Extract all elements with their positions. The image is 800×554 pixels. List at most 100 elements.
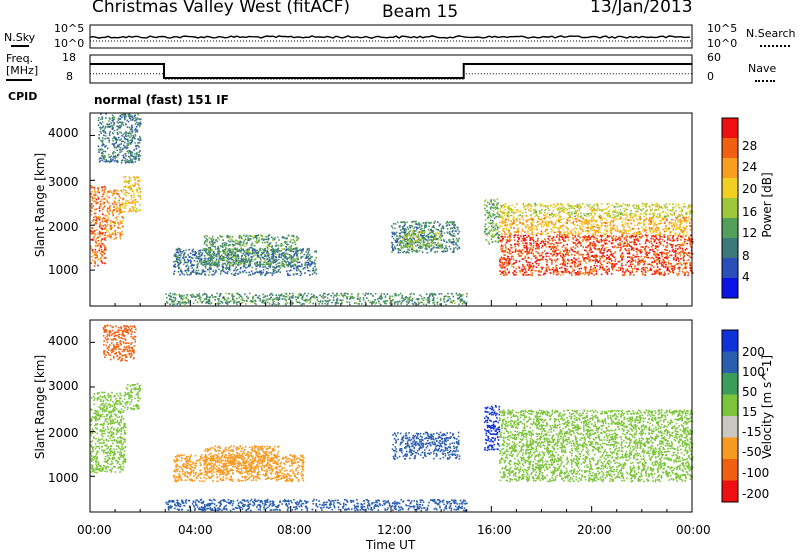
data-cell bbox=[630, 246, 633, 248]
data-cell bbox=[461, 299, 463, 302]
data-cell bbox=[281, 254, 284, 257]
data-cell bbox=[101, 219, 104, 221]
data-cell bbox=[295, 268, 298, 271]
data-cell bbox=[254, 250, 257, 253]
data-cell bbox=[133, 201, 135, 204]
data-cell bbox=[212, 264, 214, 266]
data-cell bbox=[233, 241, 235, 243]
data-cell bbox=[559, 250, 562, 253]
data-cell bbox=[95, 241, 97, 243]
data-cell bbox=[174, 260, 176, 263]
data-cell bbox=[113, 190, 115, 193]
data-cell bbox=[311, 296, 313, 298]
data-cell bbox=[106, 137, 109, 139]
data-cell bbox=[631, 271, 633, 273]
data-cell bbox=[285, 296, 288, 298]
data-cell bbox=[258, 264, 260, 266]
data-cell bbox=[100, 243, 103, 245]
data-cell bbox=[567, 239, 570, 241]
data-cell bbox=[220, 258, 222, 261]
data-cell bbox=[443, 301, 446, 303]
data-cell bbox=[675, 253, 677, 255]
data-cell bbox=[391, 251, 393, 253]
data-cell bbox=[227, 248, 230, 251]
data-cell bbox=[136, 130, 139, 133]
data-cell bbox=[109, 156, 112, 159]
data-cell bbox=[275, 244, 277, 247]
data-cell bbox=[107, 217, 110, 219]
data-cell bbox=[400, 235, 402, 238]
data-cell bbox=[177, 261, 179, 264]
data-cell bbox=[583, 257, 586, 259]
data-cell bbox=[574, 272, 577, 274]
data-cell bbox=[133, 136, 135, 139]
data-cell bbox=[112, 120, 114, 123]
data-cell bbox=[129, 177, 131, 179]
data-cell bbox=[306, 257, 308, 259]
data-cell bbox=[277, 258, 280, 261]
data-cell bbox=[102, 155, 105, 158]
data-cell bbox=[177, 258, 180, 261]
data-cell bbox=[689, 269, 692, 272]
data-cell bbox=[190, 260, 192, 263]
data-cell bbox=[134, 183, 136, 186]
data-cell bbox=[658, 239, 660, 241]
data-cell bbox=[166, 300, 168, 303]
data-cell bbox=[680, 264, 683, 266]
data-cell bbox=[267, 253, 270, 255]
data-cell bbox=[456, 244, 459, 247]
data-cell bbox=[95, 198, 98, 201]
data-cell bbox=[114, 201, 116, 204]
data-cell bbox=[138, 159, 140, 161]
data-cell bbox=[131, 205, 133, 208]
data-cell bbox=[215, 302, 217, 305]
data-cell bbox=[233, 300, 236, 303]
data-cell bbox=[126, 139, 129, 142]
data-cell bbox=[552, 246, 555, 249]
data-cell bbox=[589, 243, 591, 246]
data-cell bbox=[101, 137, 104, 139]
data-cell bbox=[496, 215, 499, 218]
data-cell bbox=[575, 259, 578, 261]
data-cell bbox=[99, 205, 101, 208]
data-cell bbox=[232, 250, 234, 252]
data-cell bbox=[113, 209, 116, 211]
data-cell bbox=[130, 210, 132, 213]
data-cell bbox=[101, 238, 103, 240]
data-cell bbox=[254, 235, 257, 237]
data-cell bbox=[495, 224, 498, 227]
data-cell bbox=[200, 273, 203, 276]
data-cell bbox=[236, 249, 239, 252]
data-cell bbox=[250, 244, 253, 246]
data-cell bbox=[266, 272, 268, 275]
data-cell bbox=[228, 250, 231, 253]
data-cell bbox=[137, 144, 139, 147]
data-cell bbox=[536, 258, 539, 261]
data-cell bbox=[606, 257, 609, 260]
data-cell bbox=[220, 269, 223, 272]
data-cell bbox=[119, 206, 122, 209]
data-cell bbox=[227, 252, 229, 255]
data-cell bbox=[254, 299, 256, 302]
data-cell bbox=[527, 269, 530, 271]
data-cell bbox=[133, 149, 135, 151]
data-cell bbox=[173, 303, 176, 305]
data-cell bbox=[206, 252, 209, 254]
data-cell bbox=[128, 150, 130, 152]
data-cell bbox=[272, 301, 275, 304]
data-cell bbox=[567, 236, 570, 239]
data-cell bbox=[349, 303, 351, 306]
data-cell bbox=[558, 237, 560, 240]
data-cell bbox=[229, 240, 232, 243]
data-cell bbox=[663, 261, 665, 264]
data-cell bbox=[427, 236, 430, 238]
data-cell bbox=[114, 157, 117, 159]
data-cell bbox=[233, 248, 236, 250]
data-cell bbox=[450, 292, 453, 295]
data-cell bbox=[287, 272, 289, 275]
data-cell bbox=[286, 264, 289, 266]
data-cell bbox=[413, 220, 416, 223]
data-cell bbox=[324, 292, 326, 295]
data-cell bbox=[265, 271, 268, 273]
data-cell bbox=[426, 245, 428, 247]
